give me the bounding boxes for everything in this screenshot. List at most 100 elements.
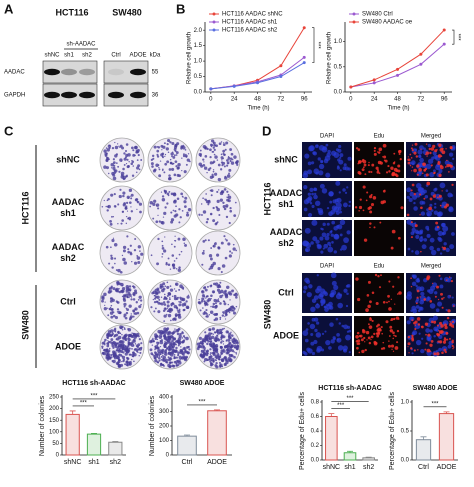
- x-tick-label: sh2: [363, 464, 374, 471]
- nucleus: [442, 225, 449, 232]
- colony-dot: [231, 289, 234, 293]
- colony-dot: [130, 313, 132, 315]
- nucleus: [443, 242, 447, 246]
- colony-dot: [230, 161, 235, 165]
- colony-dot: [230, 157, 233, 160]
- colony-dot: [182, 237, 186, 242]
- colony-dot: [163, 249, 167, 253]
- edu-dot: [391, 172, 395, 177]
- colony-dot: [169, 347, 173, 351]
- colony-dot: [118, 194, 122, 199]
- colony-dot: [158, 335, 163, 339]
- colony-dot: [208, 314, 211, 316]
- colony-dot: [220, 271, 223, 274]
- colony-dot: [153, 145, 157, 149]
- edu-dot: [395, 316, 400, 320]
- edu-dot: [365, 199, 368, 202]
- colony-dot: [131, 260, 133, 263]
- edu-dot: [425, 333, 427, 336]
- colony-dot: [174, 150, 177, 153]
- point: [279, 75, 283, 79]
- edu-dot: [436, 285, 439, 289]
- colony-dot: [123, 302, 127, 307]
- colony-dot: [123, 152, 126, 155]
- colony-dot: [132, 153, 136, 157]
- edu-dot: [367, 323, 370, 326]
- y-tick-label: 1.0: [334, 39, 343, 45]
- colony-dot: [103, 149, 107, 153]
- edu-dot: [396, 329, 400, 333]
- nucleus: [415, 299, 419, 304]
- nucleus: [419, 286, 425, 292]
- colony-dot: [161, 221, 165, 225]
- colony-dot: [211, 175, 215, 178]
- colony-dot: [122, 167, 125, 171]
- nucleus: [347, 156, 352, 161]
- error-bar: [112, 441, 119, 443]
- well: [195, 230, 241, 276]
- colony-dot: [218, 142, 222, 146]
- colony-dot: [204, 357, 208, 362]
- colony-dot: [225, 339, 228, 341]
- nucleus: [317, 157, 321, 161]
- nucleus: [333, 284, 339, 291]
- colony-dot: [117, 330, 120, 334]
- colony-dot: [218, 213, 221, 217]
- colony-dot: [167, 151, 170, 154]
- colony-dot: [162, 169, 164, 172]
- row-label: sh1: [278, 199, 294, 209]
- nucleus: [304, 277, 310, 283]
- column-label: DAPI: [320, 134, 334, 140]
- colony-dot: [112, 287, 116, 291]
- edu-dot: [388, 340, 390, 342]
- nucleus: [415, 284, 418, 288]
- colony-dot: [226, 190, 229, 193]
- colony-dot: [132, 298, 136, 301]
- colony-dot: [173, 354, 176, 356]
- colony-dot: [235, 305, 238, 308]
- colony-dot: [157, 349, 161, 353]
- colony-dot: [228, 332, 232, 336]
- colony-dot: [162, 216, 165, 218]
- colony-dot: [117, 290, 120, 293]
- edu-dot: [376, 328, 381, 332]
- colony-dot: [186, 158, 190, 162]
- error-bar: [420, 436, 427, 440]
- panel-label: D: [262, 123, 271, 138]
- colony-dot: [203, 348, 206, 352]
- colony-dot: [167, 335, 171, 339]
- colony-dot: [227, 242, 231, 246]
- colony-dot: [121, 360, 123, 363]
- colony-dot: [168, 365, 172, 368]
- edu-dot: [425, 342, 428, 345]
- x-tick-label: shNC: [64, 459, 82, 466]
- edu-dot: [444, 166, 447, 168]
- colony-dot: [132, 315, 135, 318]
- colony-dot: [236, 159, 239, 163]
- colony-dot: [128, 201, 132, 204]
- nucleus: [434, 291, 438, 295]
- colony-dot: [136, 350, 139, 353]
- colony-dot: [166, 281, 169, 284]
- edu-dot: [436, 332, 439, 336]
- colony-dot: [171, 295, 174, 297]
- series-line: [210, 62, 305, 90]
- edu-dot: [357, 171, 361, 175]
- colony-dot: [220, 156, 224, 160]
- edu-dot: [425, 173, 429, 177]
- edu-dot: [406, 213, 410, 217]
- colony-dot: [223, 188, 227, 191]
- nucleus: [436, 247, 441, 252]
- nucleus: [332, 336, 336, 340]
- colony-dot: [203, 300, 206, 302]
- edu-dot: [427, 333, 431, 337]
- colony-dot: [204, 331, 207, 334]
- row-label: AADAC: [270, 227, 303, 237]
- edu-dot: [420, 250, 422, 253]
- nucleus: [415, 234, 420, 239]
- legend-marker: [212, 12, 216, 16]
- colony-dot: [198, 298, 200, 301]
- point: [232, 84, 236, 88]
- nucleus: [321, 146, 328, 153]
- edu-dot: [449, 322, 453, 326]
